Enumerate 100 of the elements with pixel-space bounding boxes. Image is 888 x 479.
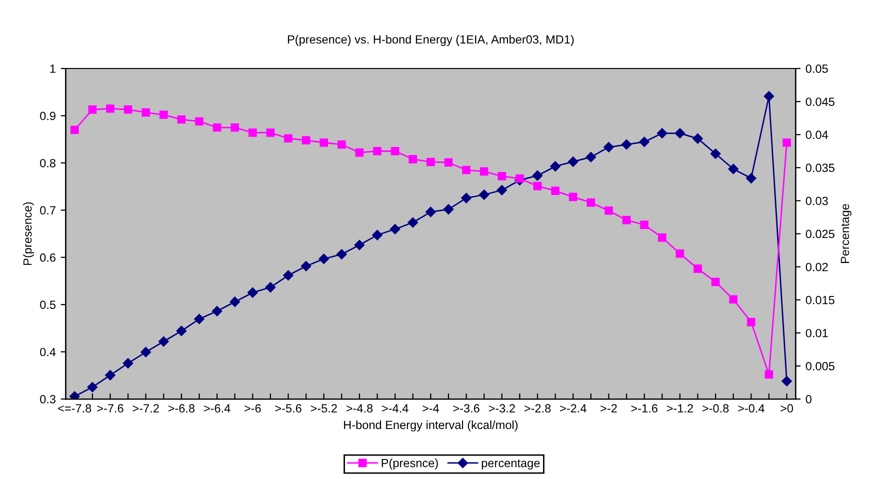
x-tick-label: >-7.6 [97, 404, 124, 413]
x-tick-label: >-0.8 [702, 404, 729, 413]
point [300, 261, 312, 272]
y2-tick-label: 0.035 [806, 164, 834, 172]
point [408, 154, 418, 164]
point [248, 287, 258, 298]
point [284, 134, 292, 143]
x-tick-label: >-4.4 [382, 404, 408, 412]
point [70, 391, 80, 400]
point [674, 128, 686, 138]
chart-title: P(presence) vs. H-bond Energy (1EIA, Amber03, MD1) [288, 34, 574, 46]
x-tick-label: >-1.6 [631, 404, 658, 413]
x-axis-title: H-bond Energy interval (kcal/mol) [344, 420, 518, 432]
point [230, 123, 240, 132]
y2-tick-label: 0.045 [806, 98, 834, 106]
x-tick-label: >-4.8 [346, 404, 373, 413]
point [498, 172, 506, 180]
point [478, 190, 490, 200]
point [426, 206, 436, 218]
x-tick-label: >-0.4 [738, 404, 764, 413]
y2-tick-label: 0.01 [806, 328, 828, 338]
point [764, 91, 774, 102]
point [729, 295, 738, 304]
point [142, 108, 150, 117]
x-tick-label: >-6.4 [204, 404, 230, 413]
point [266, 128, 275, 137]
point [124, 105, 132, 114]
point [640, 220, 648, 229]
point [390, 224, 400, 234]
x-tick-label: >-2.4 [560, 404, 586, 412]
point [443, 204, 454, 214]
y-tick-label: 0.4 [40, 348, 56, 356]
point [265, 282, 276, 292]
point [373, 146, 382, 156]
point [105, 370, 116, 380]
point [212, 123, 222, 132]
y2-tick-label: 0.04 [806, 130, 828, 139]
y2-tick-label: 0.015 [806, 296, 834, 304]
point [88, 105, 97, 114]
point [694, 264, 702, 273]
point [140, 346, 151, 358]
point [532, 170, 543, 181]
point [622, 216, 631, 224]
x-tick-label: >-6.8 [168, 404, 195, 413]
point [516, 174, 524, 183]
point [355, 148, 364, 157]
x-tick-label: >-3.2 [488, 404, 515, 413]
point [710, 148, 721, 159]
point [568, 192, 578, 202]
x-tick-label: >-3.6 [453, 404, 480, 413]
point [764, 370, 774, 379]
point [372, 230, 382, 240]
point [336, 249, 347, 260]
point [212, 306, 222, 316]
point [658, 233, 666, 242]
point [176, 326, 187, 336]
point [711, 278, 720, 286]
y2-tick-label: 0.02 [806, 262, 828, 272]
y-tick-label: 1 [50, 64, 56, 73]
point [302, 136, 310, 144]
y2-tick-label: 0 [806, 395, 812, 404]
point [318, 254, 329, 264]
point [746, 318, 756, 326]
point [444, 158, 453, 167]
point [604, 206, 613, 215]
x-tick-label: >-2 [600, 404, 617, 412]
point [194, 314, 204, 324]
point [158, 336, 169, 347]
point [586, 198, 596, 207]
point [461, 192, 472, 204]
point [248, 128, 257, 137]
point [480, 167, 488, 176]
y2-axis-title: Percentage [840, 204, 852, 263]
y2-tick-label: 0.05 [806, 64, 828, 73]
point [426, 158, 435, 166]
legend-label: P(presnce) [382, 458, 438, 470]
point [676, 249, 684, 258]
x-tick-label: >-6 [244, 404, 261, 413]
point [533, 182, 542, 190]
point [283, 270, 294, 281]
point [604, 142, 614, 152]
y-tick-label: 0.5 [40, 300, 56, 309]
point [657, 128, 668, 138]
point [390, 146, 400, 156]
y-tick-label: 0.7 [40, 206, 56, 215]
point [782, 376, 792, 386]
y-tick-label: 0.8 [40, 158, 56, 168]
point [230, 296, 240, 307]
point [70, 126, 79, 134]
point [586, 152, 596, 162]
legend-label: percentage [482, 459, 540, 470]
x-tick-label: >-7.2 [132, 404, 159, 412]
x-tick-label: >-1.2 [666, 404, 693, 412]
point [692, 133, 703, 144]
y-axis-title: P(presence) [23, 202, 34, 265]
point [408, 217, 418, 228]
point [621, 139, 632, 150]
y-tick-label: 0.6 [40, 253, 56, 262]
y-tick-label: 0.9 [40, 112, 56, 120]
point [551, 186, 560, 195]
